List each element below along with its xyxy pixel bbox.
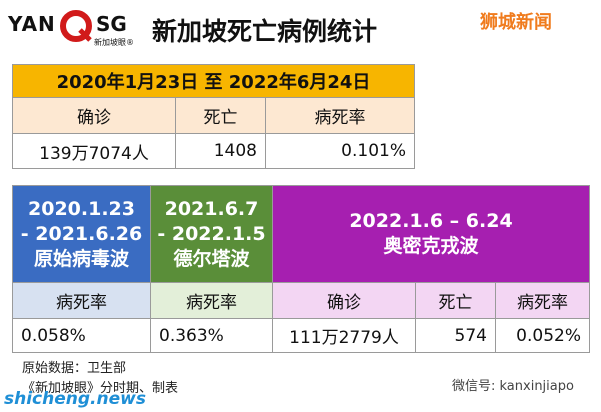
column-header: 病死率 bbox=[265, 97, 415, 134]
value-cell: 0.101% bbox=[265, 133, 415, 169]
credit-note: 《新加坡眼》分时期、制表 bbox=[22, 381, 179, 396]
wave-period: 2020.1.23 bbox=[28, 197, 135, 220]
wave-period: 2021.6.7 bbox=[164, 197, 259, 220]
logo: YAN SG 新加坡眼® bbox=[8, 10, 148, 50]
logo-icon bbox=[60, 10, 92, 42]
value-cell: 0.363% bbox=[150, 318, 273, 353]
value-cell: 1408 bbox=[175, 133, 266, 169]
source-note: 原始数据：卫生部 bbox=[22, 361, 127, 376]
watermark: 狮城新闻 bbox=[480, 12, 552, 33]
column-header: 死亡 bbox=[175, 97, 266, 134]
wave-header: 2020.1.23 - 2021.6.26 原始病毒波 bbox=[12, 185, 151, 283]
logo-text-left: YAN bbox=[8, 12, 56, 36]
wave-name: 原始病毒波 bbox=[33, 247, 129, 270]
logo-subtext: 新加坡眼® bbox=[94, 38, 134, 47]
value-cell: 0.052% bbox=[495, 318, 590, 353]
value-cell: 0.058% bbox=[12, 318, 151, 353]
value-cell: 111万2779人 bbox=[272, 318, 416, 353]
wave-period: - 2021.6.26 bbox=[20, 222, 143, 245]
value-cell: 574 bbox=[415, 318, 496, 353]
column-header: 死亡 bbox=[415, 282, 496, 319]
logo-text-right: SG bbox=[96, 12, 127, 36]
wave-header: 2022.1.6 – 6.24 奥密克戎波 bbox=[272, 185, 590, 283]
wechat-id: 微信号: kanxinjiapo bbox=[452, 379, 574, 394]
site-watermark: shicheng.news bbox=[4, 389, 146, 409]
wave-name: 德尔塔波 bbox=[173, 247, 250, 270]
column-header: 病死率 bbox=[495, 282, 590, 319]
wave-name: 奥密克戎波 bbox=[383, 235, 479, 257]
column-header: 确诊 bbox=[12, 97, 176, 134]
title: 新加坡死亡病例统计 bbox=[152, 17, 378, 46]
value-cell: 139万7074人 bbox=[12, 133, 176, 169]
column-header: 确诊 bbox=[272, 282, 416, 319]
period-header: 2020年1月23日 至 2022年6月24日 bbox=[12, 64, 415, 98]
wave-period: - 2022.1.5 bbox=[157, 222, 266, 245]
wave-period: 2022.1.6 – 6.24 bbox=[349, 210, 513, 232]
column-header: 病死率 bbox=[150, 282, 273, 319]
column-header: 病死率 bbox=[12, 282, 151, 319]
wave-header: 2021.6.7 - 2022.1.5 德尔塔波 bbox=[150, 185, 273, 283]
